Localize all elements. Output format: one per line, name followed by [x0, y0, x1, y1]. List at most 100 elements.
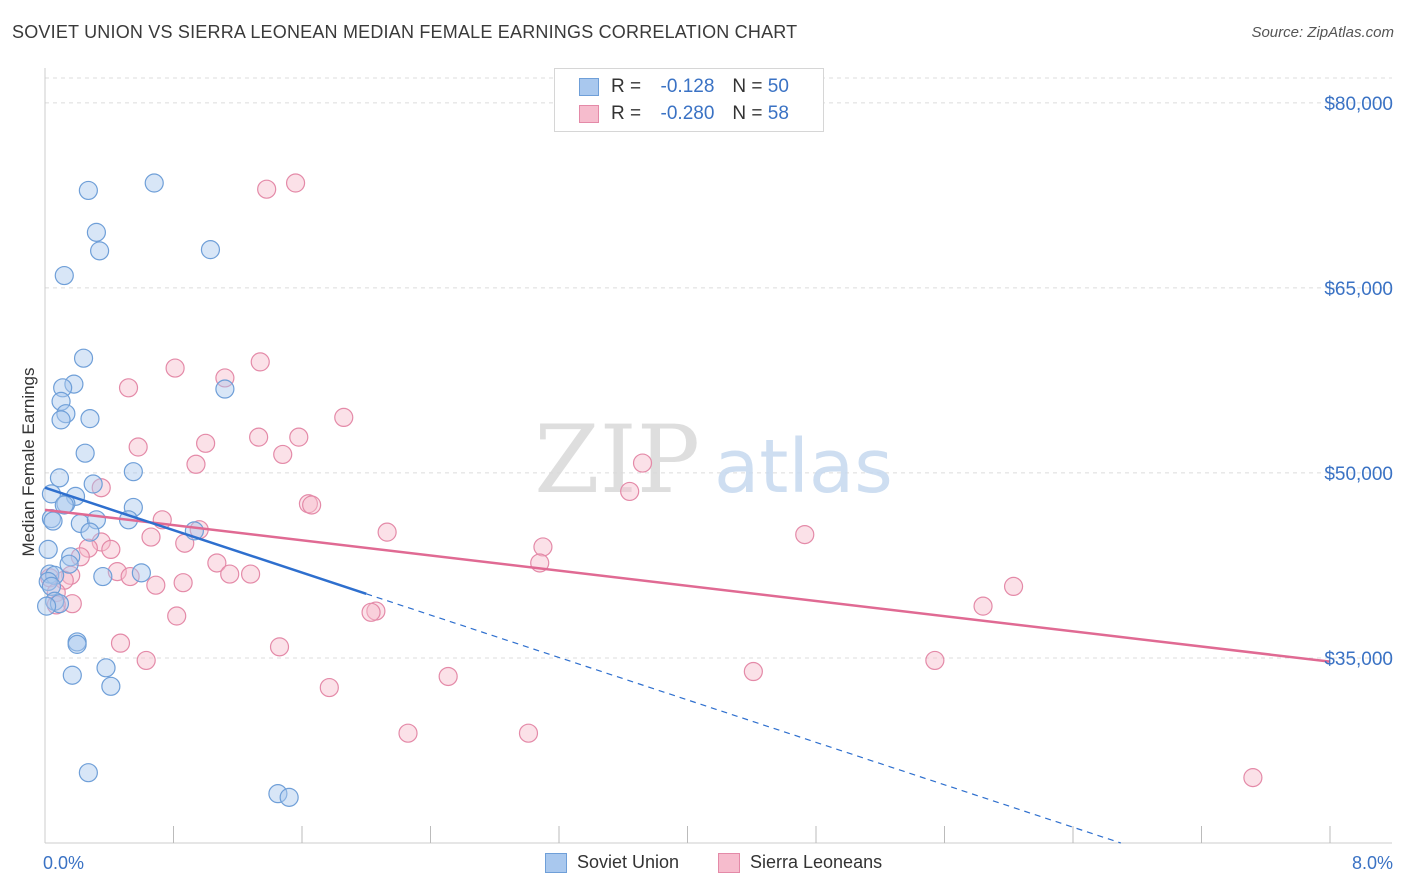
- sierra-leoneans-point: [302, 495, 322, 515]
- bottom-legend-soviet-union[interactable]: Soviet Union: [545, 852, 679, 873]
- r-value: -0.128: [660, 76, 715, 97]
- sierra-leoneans-point: [146, 575, 166, 595]
- soviet-union-point: [61, 547, 81, 567]
- n-label: N =: [732, 76, 763, 97]
- soviet-union-point: [38, 539, 58, 560]
- n-label: N =: [732, 103, 763, 124]
- bottom-legend-sierra-leoneans[interactable]: Sierra Leoneans: [718, 852, 882, 873]
- sierra-leoneans-point: [925, 650, 945, 671]
- sierra-leoneans-point: [118, 378, 139, 398]
- sierra-leoneans-point: [398, 723, 418, 743]
- soviet-union-point: [101, 676, 121, 696]
- sierra-leoneans-point: [361, 602, 381, 622]
- sierra-leoneans-point: [250, 352, 270, 372]
- sierra-leoneans-point: [110, 633, 131, 653]
- soviet-union-point: [75, 443, 95, 463]
- soviet-union-point: [123, 462, 143, 482]
- soviet-union-point: [41, 576, 62, 597]
- soviet-union-points: [37, 173, 299, 807]
- source-label: Source: ZipAtlas.com: [1251, 24, 1394, 41]
- soviet-union-point: [200, 240, 221, 260]
- soviet-union-point: [43, 511, 63, 531]
- sierra-leoneans-point: [285, 173, 306, 193]
- y-tick-label: $35,000: [1324, 649, 1393, 670]
- r-label: R =: [611, 76, 642, 97]
- sierra-leoneans-point: [269, 637, 290, 657]
- sierra-leoneans-point: [196, 433, 216, 453]
- soviet-union-point: [83, 474, 103, 494]
- soviet-union-point: [54, 495, 74, 515]
- sierra-leoneans-point: [120, 566, 140, 587]
- soviet-union-swatch: [545, 852, 567, 873]
- correlation-legend: R = -0.128 N = 50 R = -0.280 N = 58: [554, 68, 824, 132]
- soviet-union-point: [51, 410, 71, 430]
- soviet-union-point: [93, 566, 113, 587]
- sierra-leoneans-point: [518, 723, 539, 743]
- x-tick-label: 8.0%: [1352, 853, 1393, 873]
- y-tick-label: $50,000: [1324, 464, 1393, 485]
- x-tick-label: 0.0%: [43, 853, 84, 873]
- soviet-union-point: [67, 634, 87, 654]
- soviet-union-point: [96, 658, 116, 678]
- soviet-union-point: [49, 468, 70, 488]
- soviet-union-point: [131, 563, 151, 583]
- soviet-union-point: [59, 554, 79, 574]
- sierra-leoneans-point: [620, 481, 640, 502]
- sierra-leoneans-point: [438, 666, 458, 687]
- sierra-leoneans-point: [533, 537, 553, 557]
- sierra-leoneans-point: [101, 539, 121, 560]
- soviet-union-swatch: [579, 78, 599, 96]
- r-value: -0.280: [660, 103, 715, 124]
- n-value: 50: [767, 76, 789, 97]
- y-tick-label: $65,000: [1324, 279, 1393, 300]
- soviet-union-trend-extension: [366, 593, 1122, 844]
- r-label: R =: [611, 103, 642, 124]
- trend-lines: [44, 486, 1331, 844]
- sierra-leoneans-point: [795, 524, 815, 545]
- sierra-leoneans-point: [334, 407, 354, 428]
- sierra-leoneans-point: [207, 553, 227, 573]
- sierra-leoneans-point: [289, 427, 309, 447]
- sierra-leoneans-point: [167, 606, 187, 626]
- n-value: 58: [767, 103, 789, 124]
- sierra-leoneans-point: [257, 179, 277, 199]
- sierra-leoneans-point: [273, 444, 293, 465]
- sierra-leoneans-point: [298, 494, 319, 514]
- sierra-leoneans-point: [70, 547, 90, 567]
- soviet-union-point: [215, 379, 235, 399]
- sierra-leoneans-swatch: [718, 852, 740, 873]
- soviet-union-point: [78, 763, 98, 783]
- soviet-union-point: [80, 522, 100, 542]
- legend-row-soviet-union: R = -0.128 N = 50: [579, 74, 789, 100]
- sierra-leoneans-point: [136, 650, 156, 671]
- soviet-union-point: [279, 787, 299, 807]
- soviet-union-point: [144, 173, 164, 193]
- tick-labels: $35,000 $50,000 $65,000 $80,000 0.0% 8.0%: [43, 94, 1393, 873]
- bottom-legend-label: Soviet Union: [577, 852, 680, 872]
- sierra-leoneans-point: [215, 368, 235, 388]
- sierra-leoneans-point: [973, 596, 993, 616]
- watermark-zip: ZIP: [534, 406, 700, 515]
- soviet-union-point: [268, 784, 288, 804]
- soviet-union-trend-line: [44, 486, 367, 595]
- bottom-legend-label: Sierra Leoneans: [750, 852, 883, 872]
- sierra-leoneans-point: [241, 564, 261, 584]
- y-axis-label: Median Female Earnings: [19, 368, 38, 557]
- sierra-leoneans-point: [249, 427, 269, 447]
- soviet-union-point: [80, 409, 100, 429]
- sierra-leoneans-point: [128, 437, 148, 457]
- soviet-union-point: [73, 348, 94, 368]
- sierra-leoneans-point: [107, 562, 127, 582]
- soviet-union-point: [62, 665, 82, 685]
- sierra-leoneans-point: [743, 661, 763, 682]
- sierra-leoneans-point: [1243, 768, 1263, 788]
- soviet-union-point: [64, 374, 84, 394]
- sierra-leoneans-swatch: [579, 105, 599, 123]
- legend-row-sierra-leoneans: R = -0.280 N = 58: [579, 101, 789, 127]
- soviet-union-point: [86, 222, 107, 242]
- sierra-leoneans-point: [220, 564, 240, 584]
- watermark-atlas: atlas: [714, 424, 893, 510]
- sierra-leoneans-trend-line: [44, 508, 1331, 663]
- sierra-leoneans-point: [1003, 576, 1024, 597]
